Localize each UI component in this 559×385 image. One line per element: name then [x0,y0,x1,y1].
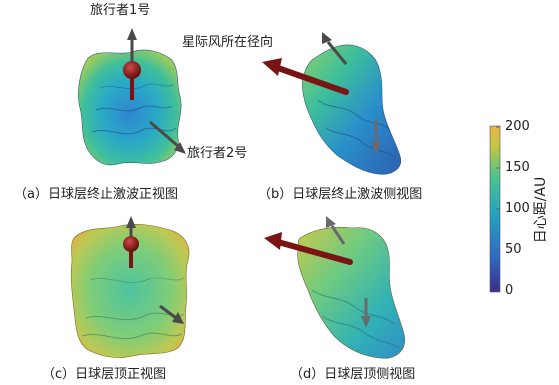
panel-b-termination-shock-side [302,44,402,175]
ism-direction-label: 星际风所在径向 [182,35,274,50]
voyager1-arrow-b [322,32,348,65]
voyager1-arrow-a [123,28,141,100]
panel-a-termination-shock-front [78,49,182,166]
colorbar-tick-0: 0 [505,283,514,298]
panel-c-heliopause-front [70,224,190,358]
voyager1-arrow-d [326,216,346,245]
colorbar-tick-150: 150 [505,160,530,175]
voyager2-label: 旅行者2号 [187,146,248,161]
caption-c: （c）日球层顶正视图 [42,367,167,382]
panel-d-heliopause-side [297,227,406,359]
voyager2-arrow-c [159,304,184,324]
ism-direction-arrow-b [262,58,349,95]
voyager2-arrow-d [361,298,371,328]
colorbar-tick-50: 50 [505,242,522,257]
voyager1-arrow-c [123,216,139,268]
colorbar-tick-200: 200 [505,119,530,134]
caption-a: （a）日球层终止激波正视图 [14,187,178,202]
colorbar [489,125,501,293]
voyager2-arrow-b [371,120,381,154]
caption-d: （d）日球层顶侧视图 [290,367,416,382]
voyager2-arrow-a [149,120,186,154]
voyager1-label: 旅行者1号 [90,3,151,18]
ism-direction-arrow-d [264,232,353,265]
caption-b: （b）日球层终止激波侧视图 [258,187,423,202]
colorbar-title: 日心距/AU [533,176,549,244]
colorbar-tick-100: 100 [505,201,530,216]
